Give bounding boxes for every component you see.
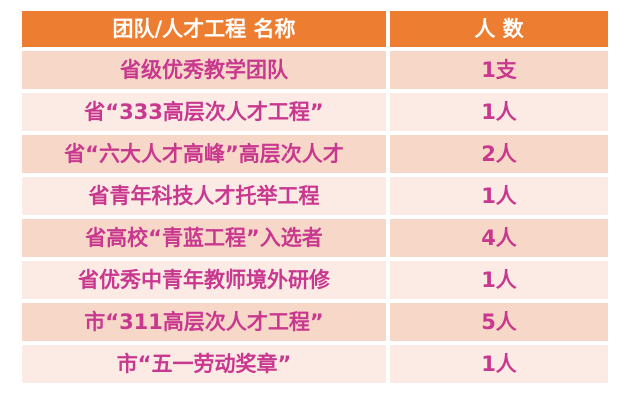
row-name-cell: 省级优秀教学团队 — [22, 51, 386, 89]
row-name-cell: 省青年科技人才托举工程 — [22, 177, 386, 215]
header-count-column: 人 数 — [390, 11, 608, 47]
table-row: 省“333高层次人才工程” 1人 — [22, 93, 608, 131]
table-row: 市“311高层次人才工程” 5人 — [22, 303, 608, 341]
row-count-cell: 4人 — [390, 219, 608, 257]
row-count-cell: 1人 — [390, 345, 608, 383]
row-count-cell: 1人 — [390, 177, 608, 215]
row-count-cell: 5人 — [390, 303, 608, 341]
row-name-cell: 市“311高层次人才工程” — [22, 303, 386, 341]
row-count-cell: 1支 — [390, 51, 608, 89]
table-row: 省高校“青蓝工程”入选者 4人 — [22, 219, 608, 257]
table-row: 省青年科技人才托举工程 1人 — [22, 177, 608, 215]
talent-programs-table: 团队/人才工程 名称 人 数 省级优秀教学团队 1支 省“333高层次人才工程”… — [22, 11, 608, 383]
row-count-cell: 2人 — [390, 135, 608, 173]
table-row: 市“五一劳动奖章” 1人 — [22, 345, 608, 383]
table-row: 省优秀中青年教师境外研修 1人 — [22, 261, 608, 299]
row-name-cell: 省“六大人才高峰”高层次人才 — [22, 135, 386, 173]
row-count-cell: 1人 — [390, 261, 608, 299]
row-count-cell: 1人 — [390, 93, 608, 131]
row-name-cell: 省“333高层次人才工程” — [22, 93, 386, 131]
header-name-column: 团队/人才工程 名称 — [22, 11, 386, 47]
row-name-cell: 省优秀中青年教师境外研修 — [22, 261, 386, 299]
row-name-cell: 市“五一劳动奖章” — [22, 345, 386, 383]
table-header-row: 团队/人才工程 名称 人 数 — [22, 11, 608, 47]
table-row: 省级优秀教学团队 1支 — [22, 51, 608, 89]
row-name-cell: 省高校“青蓝工程”入选者 — [22, 219, 386, 257]
table-row: 省“六大人才高峰”高层次人才 2人 — [22, 135, 608, 173]
